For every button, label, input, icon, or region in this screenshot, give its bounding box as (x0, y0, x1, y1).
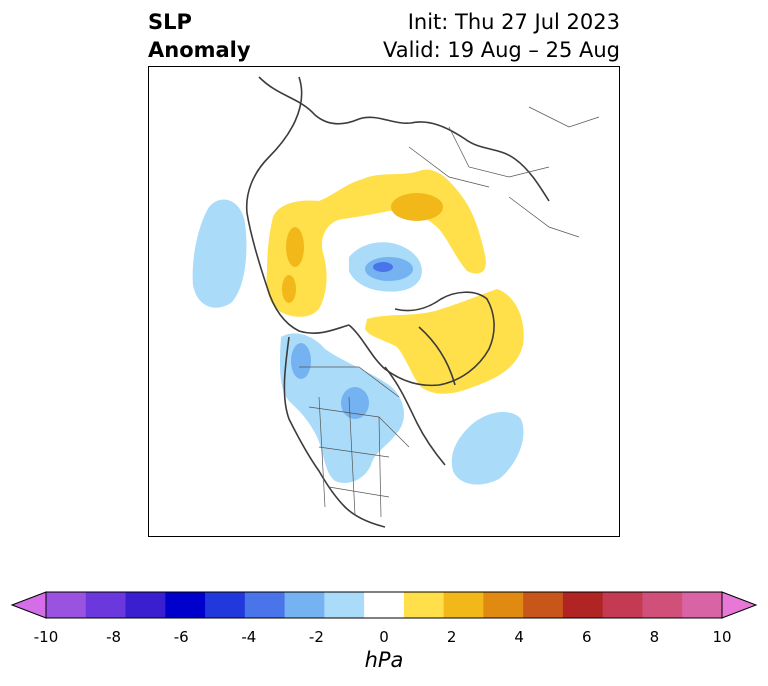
title-line-2: Anomaly (148, 38, 251, 62)
colorbar-cell (642, 592, 683, 618)
negative-anomaly-north-pacific (192, 199, 247, 308)
valid-range: Valid: 19 Aug – 25 Aug (382, 38, 620, 62)
colorbar-cell (443, 592, 484, 618)
colorbar-tick-label: 4 (514, 628, 524, 646)
title-line-1: SLP (148, 10, 192, 34)
positive-core-scandinavia (391, 193, 443, 221)
init-date: Init: Thu 27 Jul 2023 (407, 10, 620, 34)
colorbar-extend-max (721, 591, 758, 619)
anomaly-map (149, 67, 619, 536)
colorbar-tick-label: 0 (379, 628, 389, 646)
negative-core-na-west (291, 343, 311, 379)
colorbar-cell (562, 592, 604, 618)
colorbar-cell (46, 592, 87, 618)
colorbar-unit: hPa (364, 648, 404, 672)
colorbar-cell (324, 592, 365, 618)
colorbar-cell (244, 592, 286, 618)
colorbar-tick-label: -6 (173, 628, 189, 646)
colorbar-extend-min (10, 591, 47, 619)
colorbar (10, 591, 758, 619)
negative-core-arctic-2 (373, 262, 393, 272)
country-borders (299, 106, 600, 518)
colorbar-cell (523, 592, 564, 618)
colorbar-cell (682, 592, 723, 618)
coastlines (245, 76, 550, 528)
forecast-dates: Init: Thu 27 Jul 2023 Valid: 19 Aug – 25… (383, 8, 620, 64)
colorbar-cell (284, 592, 325, 618)
colorbar-tick-label: -8 (106, 628, 122, 646)
colorbar-cell (602, 592, 643, 618)
colorbar-cell (165, 592, 206, 618)
colorbar-tick-label: -10 (33, 628, 59, 646)
colorbar-cell (85, 592, 127, 618)
colorbar-tick-label: 10 (712, 628, 732, 646)
colorbar-cell (205, 592, 246, 618)
positive-core-siberia (286, 227, 304, 267)
colorbar-tick-label: 2 (446, 628, 457, 646)
colorbar-tick-label: -2 (308, 628, 324, 646)
negative-anomaly-north-atlantic (451, 412, 524, 485)
colorbar-tick-label: -4 (241, 628, 257, 646)
colorbar-cell (364, 592, 405, 618)
positive-anomaly-greenland (365, 289, 524, 394)
colorbar-cell (483, 592, 524, 618)
colorbar-cell (403, 592, 445, 618)
map-panel (148, 66, 620, 537)
colorbar-tick-label: 8 (649, 628, 660, 646)
positive-core-siberia-2 (282, 275, 296, 303)
colorbar-outline (45, 591, 723, 619)
map-title: SLP Anomaly (148, 8, 251, 64)
negative-core-na-central (341, 387, 369, 419)
colorbar-tick-label: 6 (582, 628, 592, 646)
colorbar-cell (125, 592, 166, 618)
